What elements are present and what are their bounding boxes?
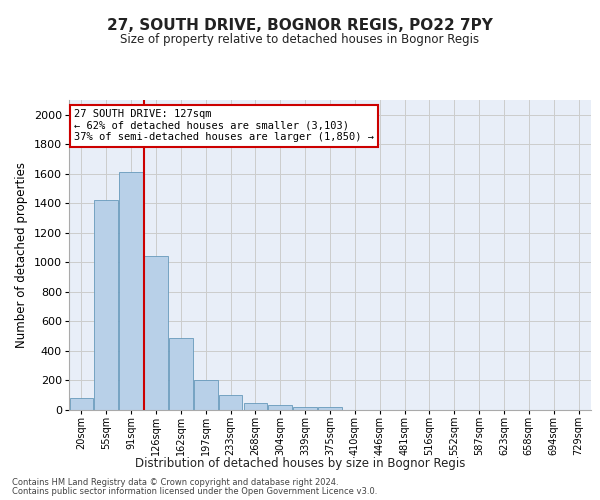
Bar (194, 380, 218, 410)
Text: 27 SOUTH DRIVE: 127sqm
← 62% of detached houses are smaller (3,103)
37% of semi-: 27 SOUTH DRIVE: 127sqm ← 62% of detached… (74, 110, 374, 142)
Bar (119, 172, 143, 410)
Bar (293, 407, 317, 410)
Text: Contains HM Land Registry data © Crown copyright and database right 2024.: Contains HM Land Registry data © Crown c… (12, 478, 338, 487)
Text: Distribution of detached houses by size in Bognor Regis: Distribution of detached houses by size … (135, 458, 465, 470)
Bar (169, 338, 193, 410)
Bar (144, 256, 168, 410)
Bar (219, 394, 242, 410)
Text: 27, SOUTH DRIVE, BOGNOR REGIS, PO22 7PY: 27, SOUTH DRIVE, BOGNOR REGIS, PO22 7PY (107, 18, 493, 32)
Bar (244, 404, 267, 410)
Y-axis label: Number of detached properties: Number of detached properties (16, 162, 28, 348)
Text: Size of property relative to detached houses in Bognor Regis: Size of property relative to detached ho… (121, 32, 479, 46)
Bar (318, 408, 342, 410)
Bar (268, 405, 292, 410)
Bar (94, 200, 118, 410)
Text: Contains public sector information licensed under the Open Government Licence v3: Contains public sector information licen… (12, 487, 377, 496)
Bar (70, 398, 93, 410)
